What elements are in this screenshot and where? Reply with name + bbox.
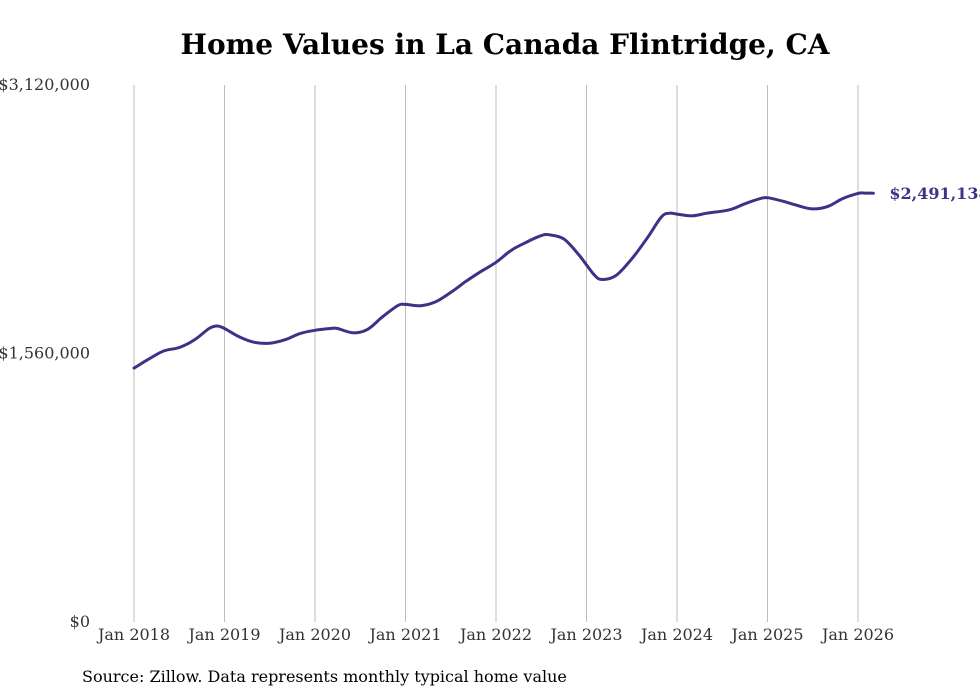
y-tick-label: $1,560,000 [0, 344, 90, 363]
y-tick-label: $3,120,000 [0, 75, 90, 94]
x-tick-label: Jan 2018 [96, 625, 170, 644]
x-tick-label: Jan 2026 [820, 625, 894, 644]
gridlines [133, 85, 859, 622]
x-tick-label: Jan 2020 [277, 625, 351, 644]
x-tick-label: Jan 2025 [729, 625, 803, 644]
series-end-label: $2,491,138 [889, 184, 980, 203]
x-tick-label: Jan 2022 [458, 625, 532, 644]
x-axis-labels: Jan 2018 Jan 2019 Jan 2020 Jan 2021 Jan 2022… [96, 625, 894, 644]
series-line [132, 191, 875, 370]
source-note: Source: Zillow. Data represents monthly … [82, 667, 567, 686]
chart-title: Home Values in La Canada Flintridge, CA [180, 28, 830, 61]
series-group: $2,491,138 [132, 184, 980, 370]
x-tick-label: Jan 2019 [186, 625, 260, 644]
x-tick-label: Jan 2024 [639, 625, 713, 644]
y-axis-labels: $0 $1,560,000 $3,120,000 [0, 75, 90, 631]
x-tick-label: Jan 2023 [548, 625, 622, 644]
x-tick-label: Jan 2021 [367, 625, 441, 644]
y-tick-label: $0 [70, 612, 90, 631]
